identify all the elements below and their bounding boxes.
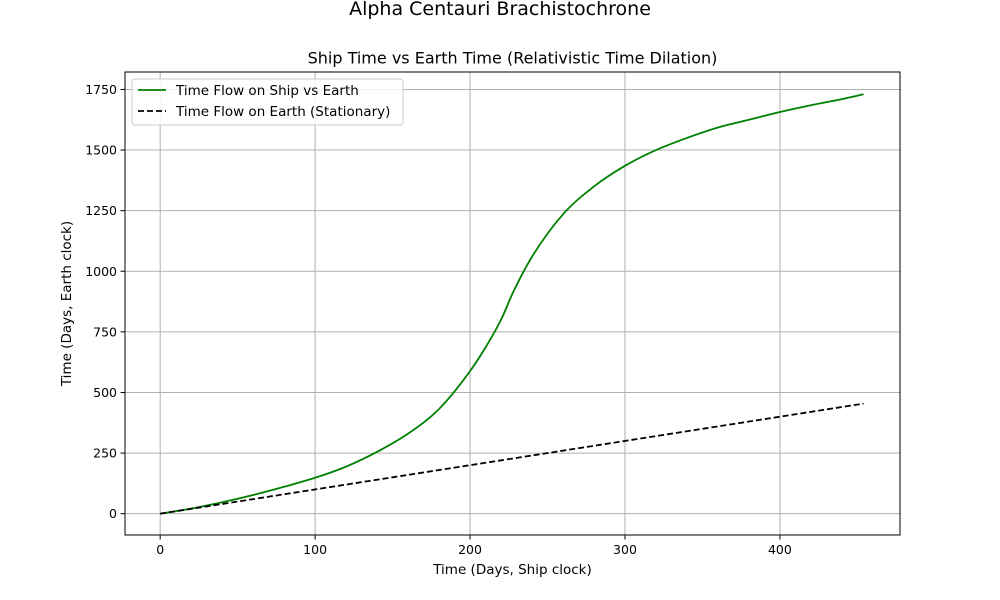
grid bbox=[125, 72, 900, 535]
x-tick-label: 300 bbox=[613, 542, 637, 557]
y-axis-label: Time (Days, Earth clock) bbox=[59, 221, 75, 387]
legend-box bbox=[131, 78, 404, 126]
legend-label-ship: Time Flow on Ship vs Earth bbox=[175, 83, 359, 99]
x-tick-label: 400 bbox=[768, 542, 792, 557]
series-line-1 bbox=[160, 402, 864, 515]
legend: Time Flow on Ship vs Earth Time Flow on … bbox=[131, 78, 404, 126]
x-axis: 0 100 200 300 400 bbox=[156, 535, 792, 557]
legend-label-earth: Time Flow on Earth (Stationary) bbox=[175, 104, 390, 120]
chart-title: Ship Time vs Earth Time (Relativistic Ti… bbox=[308, 49, 718, 68]
x-tick-label: 100 bbox=[303, 542, 327, 557]
y-tick-label: 1750 bbox=[85, 82, 117, 97]
y-tick-label: 1250 bbox=[85, 203, 117, 218]
y-axis: 0 250 500 750 1000 1250 1500 1750 bbox=[85, 82, 125, 521]
x-axis-label: Time (Days, Ship clock) bbox=[432, 562, 592, 578]
y-tick-label: 750 bbox=[93, 324, 117, 339]
y-tick-label: 250 bbox=[93, 446, 117, 461]
y-tick-label: 1000 bbox=[85, 264, 117, 279]
suptitle: Alpha Centauri Brachistochrone bbox=[349, 0, 651, 20]
x-tick-label: 200 bbox=[458, 542, 482, 557]
x-tick-label: 0 bbox=[156, 542, 164, 557]
y-tick-label: 500 bbox=[93, 385, 117, 400]
y-tick-label: 1500 bbox=[85, 143, 117, 158]
series-layer bbox=[160, 93, 864, 515]
plot-frame bbox=[124, 71, 901, 536]
series-line-0 bbox=[160, 93, 864, 515]
y-tick-label: 0 bbox=[109, 506, 117, 521]
